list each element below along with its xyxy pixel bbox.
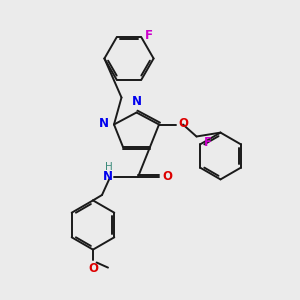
Text: O: O [179, 116, 189, 130]
Text: N: N [103, 170, 112, 184]
Text: F: F [145, 29, 153, 42]
Text: O: O [162, 170, 172, 184]
Text: N: N [131, 95, 142, 108]
Text: H: H [105, 162, 112, 172]
Text: O: O [88, 262, 98, 275]
Text: F: F [204, 136, 212, 149]
Text: N: N [99, 116, 109, 130]
